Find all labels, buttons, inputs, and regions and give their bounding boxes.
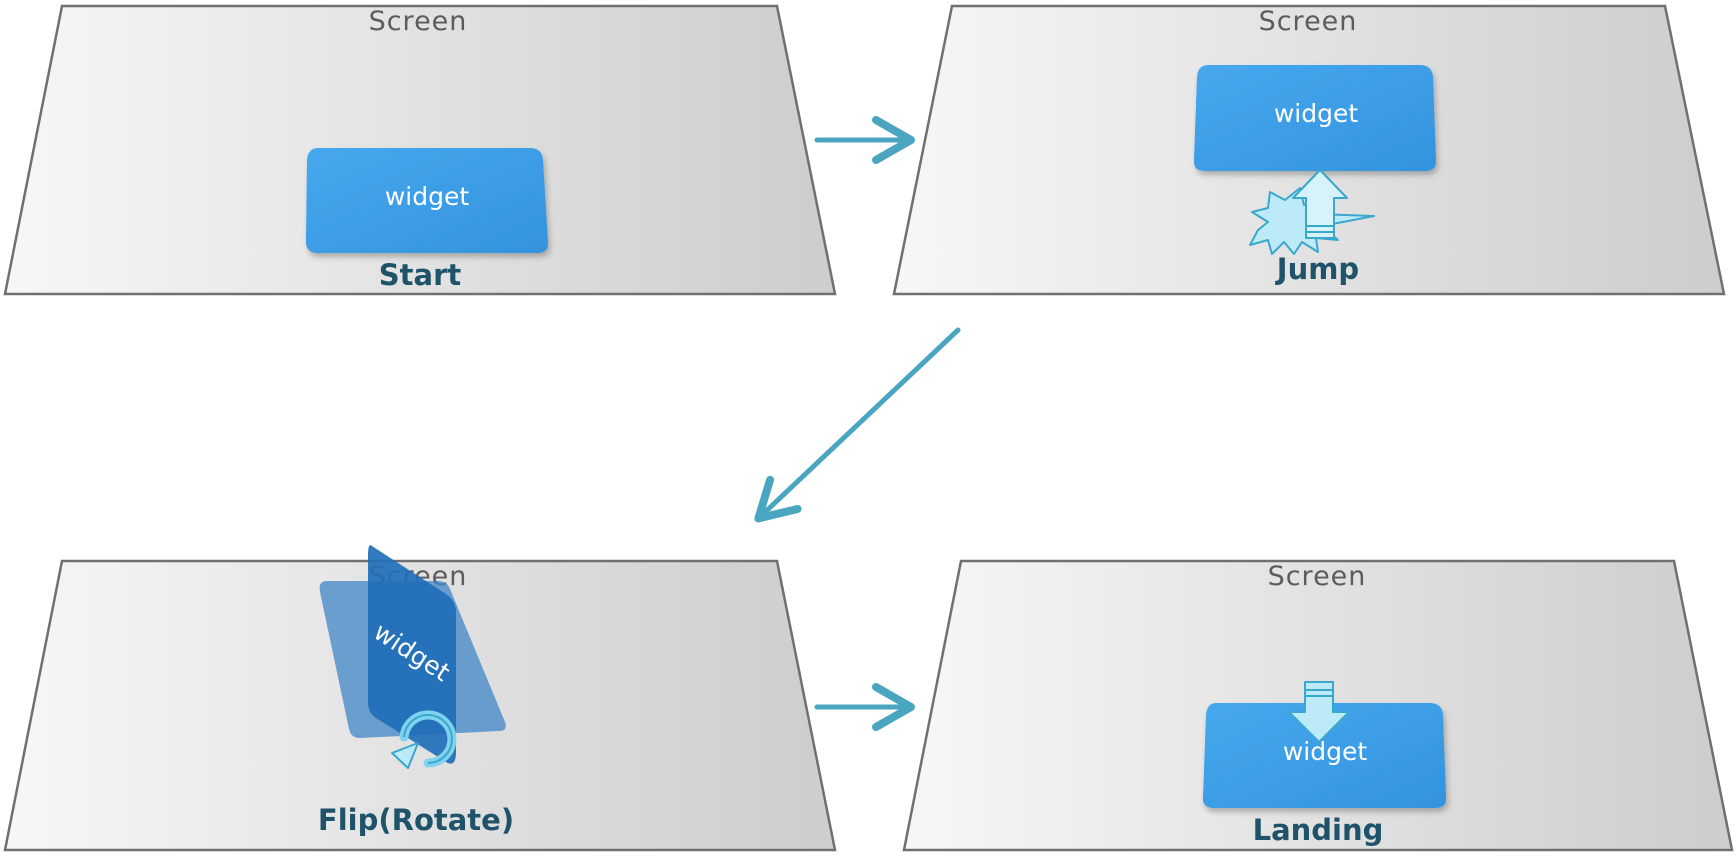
widget-card (1193, 65, 1437, 171)
connector-jump-to-flip (754, 327, 961, 523)
screen-label: Screen (369, 6, 468, 37)
screen-label: Screen (1259, 6, 1358, 37)
panel-flip: Screen widget Flip(Rotate) (3, 545, 837, 852)
widget-label: widget (1283, 737, 1368, 766)
widget-label: widget (1274, 99, 1359, 128)
panel-landing: Screen widget Landing (902, 559, 1734, 852)
rotate-icon (391, 710, 457, 769)
down-arrow-icon (1288, 681, 1350, 743)
widget-card (1202, 703, 1447, 808)
panel-jump: Screen widget Jump (892, 4, 1726, 296)
step-label: Start (379, 258, 462, 292)
widget-card-rotated (368, 545, 456, 764)
step-label: Landing (1253, 813, 1384, 847)
widget-label: widget (385, 182, 470, 211)
screen-label: Screen (1268, 561, 1367, 592)
burst-up-arrow-icon (1249, 169, 1375, 255)
arrow-diagonal-icon (754, 327, 961, 523)
panel-start: Screen widget Start (3, 4, 837, 296)
step-label: Jump (1275, 252, 1359, 286)
widget-card (306, 148, 549, 253)
step-label: Flip(Rotate) (318, 803, 514, 837)
